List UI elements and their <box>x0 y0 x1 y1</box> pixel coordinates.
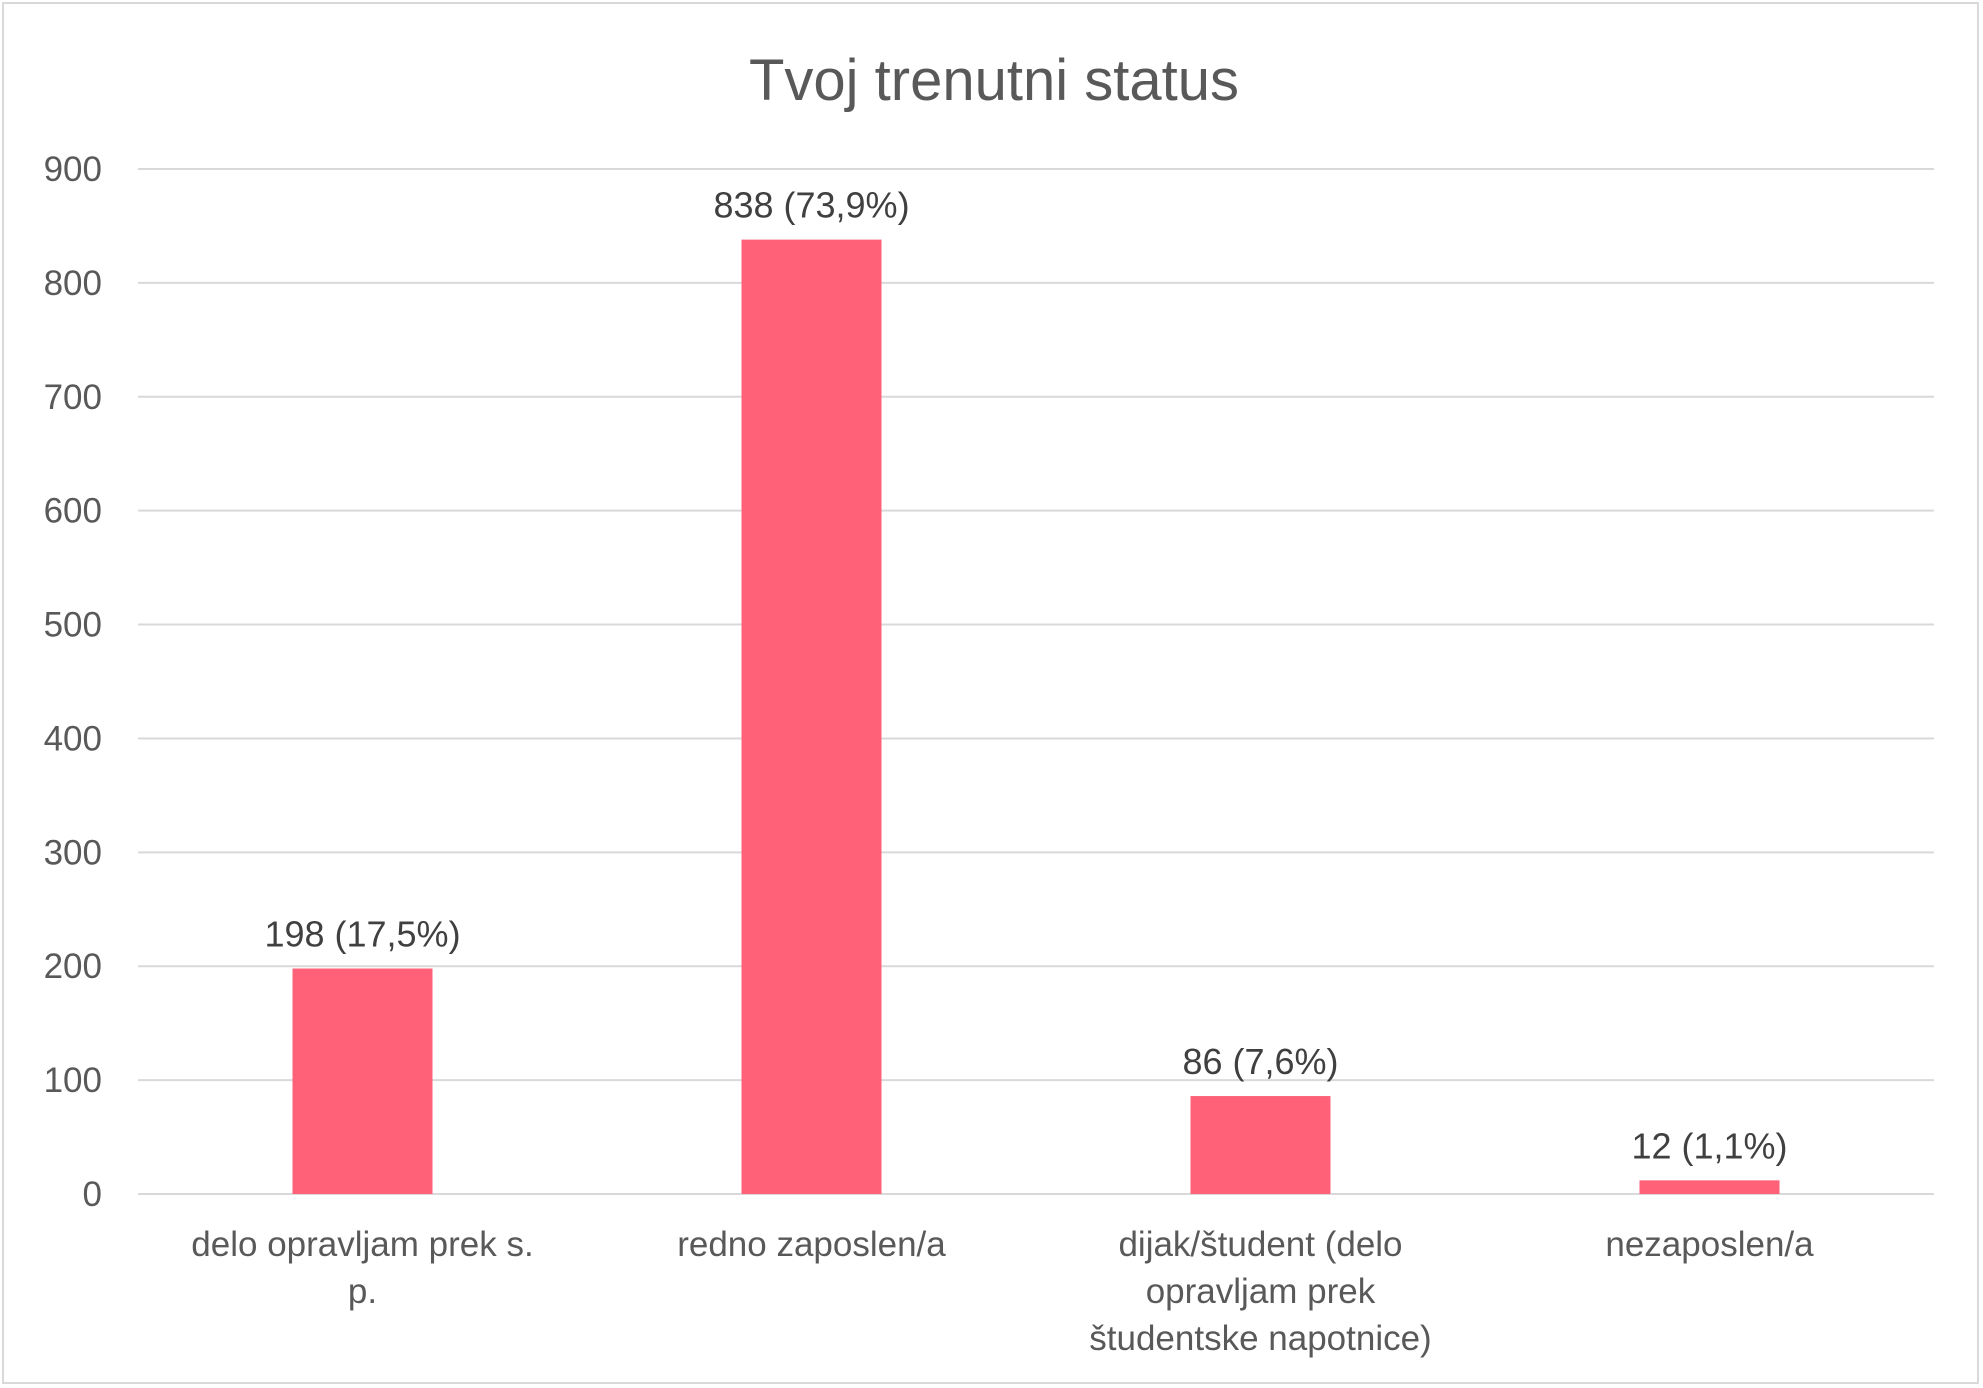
y-tick-label: 900 <box>44 150 102 189</box>
data-label: 12 (1,1%) <box>1631 1125 1787 1166</box>
chart-title: Tvoj trenutni status <box>749 48 1239 113</box>
data-label: 86 (7,6%) <box>1182 1041 1338 1082</box>
bar <box>1639 1180 1780 1194</box>
data-label: 838 (73,9%) <box>713 185 909 226</box>
gridlines <box>138 168 1934 1195</box>
bar <box>741 239 882 1195</box>
x-tick-label: redno zaposlen/a <box>677 1225 946 1264</box>
y-tick-label: 400 <box>44 719 102 758</box>
x-tick-label: dijak/študent (delo opravljam prek študent… <box>1089 1225 1431 1358</box>
data-labels: 198 (17,5%) 838 (73,9%) 86 (7,6%) 12 (1,1%) <box>264 185 1787 1167</box>
y-tick-label: 500 <box>44 606 102 645</box>
x-tick-label: nezaposlen/a <box>1605 1225 1814 1264</box>
y-axis-ticks: 0 100 200 300 400 500 600 700 800 900 <box>44 150 102 1214</box>
bar-chart: Tvoj trenutni status 0 100 200 300 400 500 600… <box>44 48 1934 1358</box>
x-axis-ticks: delo opravljam prek s. p. redno zaposlen/a… <box>191 1225 1814 1358</box>
y-tick-label: 700 <box>44 378 102 417</box>
y-tick-label: 200 <box>44 947 102 986</box>
data-label: 198 (17,5%) <box>264 914 460 955</box>
y-tick-label: 0 <box>83 1175 102 1214</box>
bars <box>292 239 1780 1195</box>
y-tick-label: 100 <box>44 1061 102 1100</box>
bar <box>1190 1096 1331 1194</box>
y-tick-label: 800 <box>44 264 102 303</box>
y-tick-label: 600 <box>44 492 102 531</box>
y-tick-label: 300 <box>44 833 102 872</box>
x-tick-label: delo opravljam prek s. p. <box>191 1225 533 1311</box>
bar <box>292 968 433 1194</box>
